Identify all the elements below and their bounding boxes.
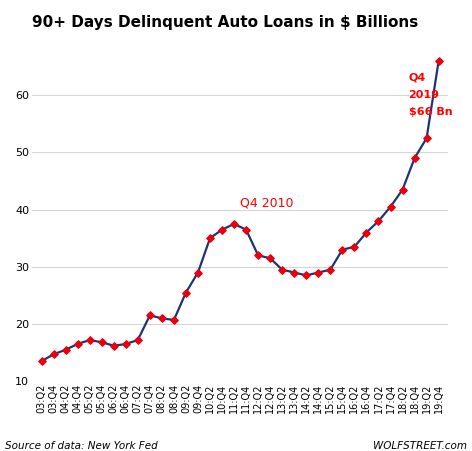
- Point: [134, 336, 142, 344]
- Point: [230, 221, 238, 228]
- Text: 90+ Days Delinquent Auto Loans in $ Billions: 90+ Days Delinquent Auto Loans in $ Bill…: [32, 15, 418, 30]
- Point: [254, 252, 262, 259]
- Point: [98, 339, 105, 346]
- Point: [435, 57, 442, 64]
- Point: [146, 312, 153, 319]
- Point: [411, 155, 418, 162]
- Point: [182, 289, 190, 296]
- Point: [206, 235, 214, 242]
- Text: Q4: Q4: [409, 73, 426, 83]
- Point: [50, 351, 57, 358]
- Point: [351, 243, 358, 250]
- Text: WOLFSTREET.com: WOLFSTREET.com: [373, 441, 467, 451]
- Point: [387, 203, 394, 210]
- Point: [303, 272, 310, 279]
- Point: [74, 341, 81, 348]
- Point: [362, 229, 370, 236]
- Point: [375, 217, 382, 225]
- Point: [399, 186, 406, 193]
- Point: [423, 134, 430, 142]
- Point: [290, 269, 298, 276]
- Point: [314, 269, 322, 276]
- Text: $66 Bn: $66 Bn: [409, 107, 452, 117]
- Point: [218, 226, 226, 233]
- Text: Source of data: New York Fed: Source of data: New York Fed: [5, 441, 158, 451]
- Point: [158, 315, 166, 322]
- Point: [266, 255, 274, 262]
- Point: [62, 346, 69, 353]
- Text: 2019: 2019: [409, 90, 439, 100]
- Point: [242, 226, 250, 233]
- Point: [38, 358, 45, 365]
- Point: [194, 269, 202, 276]
- Text: Q4 2010: Q4 2010: [240, 197, 294, 210]
- Point: [110, 342, 118, 350]
- Point: [122, 341, 129, 348]
- Point: [338, 246, 346, 253]
- Point: [278, 266, 286, 273]
- Point: [170, 317, 177, 324]
- Point: [327, 266, 334, 273]
- Point: [86, 336, 93, 344]
